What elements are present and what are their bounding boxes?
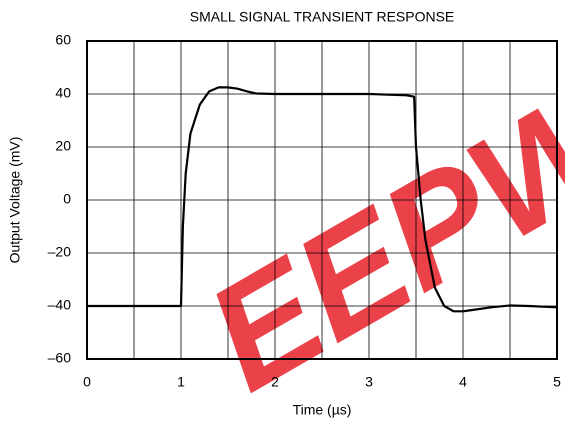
x-tick-label: 0 bbox=[83, 374, 91, 390]
x-tick-label: 2 bbox=[271, 374, 279, 390]
plot-frame bbox=[86, 40, 558, 360]
y-tick-label: –20 bbox=[48, 244, 72, 260]
y-tick-label: 60 bbox=[55, 32, 71, 48]
data-line bbox=[87, 86, 558, 313]
x-axis-title: Time (µs) bbox=[293, 402, 352, 418]
x-tick-label: 5 bbox=[553, 374, 561, 390]
y-tick-label: 40 bbox=[55, 85, 71, 101]
chart-title: SMALL SIGNAL TRANSIENT RESPONSE bbox=[190, 9, 455, 25]
y-axis-title: Output Voltage (mV) bbox=[7, 137, 23, 264]
y-tick-label: 0 bbox=[63, 191, 71, 207]
y-tick-label: –60 bbox=[48, 350, 72, 366]
y-tick-label: –40 bbox=[48, 297, 72, 313]
x-tick-label: 4 bbox=[459, 374, 467, 390]
x-tick-label: 1 bbox=[177, 374, 185, 390]
y-tick-label: 20 bbox=[55, 138, 71, 154]
x-tick-label: 3 bbox=[365, 374, 373, 390]
watermark: EEPW bbox=[181, 50, 565, 422]
